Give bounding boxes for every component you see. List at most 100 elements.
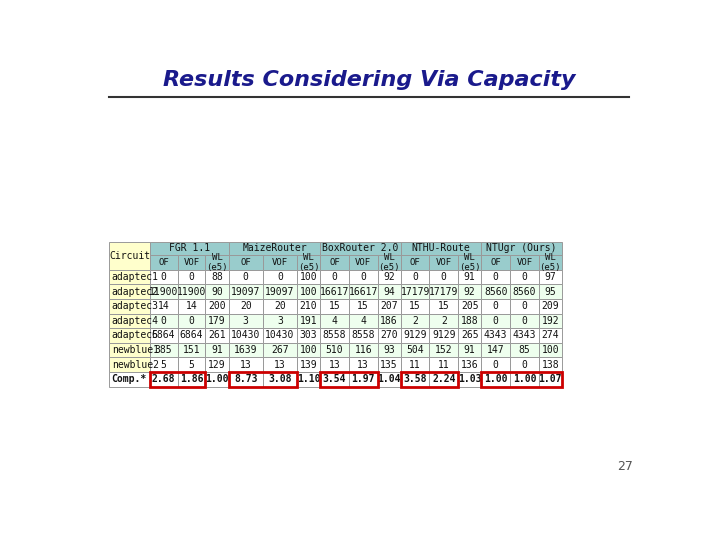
Bar	[482, 299, 510, 314]
Text: 9129: 9129	[403, 330, 427, 340]
Text: 13: 13	[240, 360, 252, 370]
Text: 10430: 10430	[265, 330, 294, 340]
Bar	[297, 255, 320, 269]
Bar	[150, 299, 178, 314]
Text: newblue1: newblue1	[112, 345, 158, 355]
Bar	[320, 328, 349, 343]
Bar	[482, 242, 562, 255]
Text: OF: OF	[158, 258, 169, 267]
Text: 504: 504	[406, 345, 424, 355]
Bar	[178, 372, 205, 387]
Bar	[539, 357, 562, 372]
Text: 8.73: 8.73	[234, 374, 258, 384]
Text: VOF: VOF	[516, 258, 533, 267]
Bar	[458, 343, 482, 357]
Bar	[109, 343, 150, 357]
Bar	[401, 299, 429, 314]
Bar	[320, 284, 349, 299]
Text: 6864: 6864	[152, 330, 176, 340]
Bar	[263, 284, 297, 299]
Bar	[377, 314, 401, 328]
Text: 5: 5	[161, 360, 166, 370]
Text: 8560: 8560	[513, 287, 536, 296]
Text: 5: 5	[189, 360, 194, 370]
Text: newblue2: newblue2	[112, 360, 158, 370]
Text: 17179: 17179	[429, 287, 459, 296]
Text: 90: 90	[211, 287, 223, 296]
Text: adaptec1: adaptec1	[112, 272, 158, 282]
Text: 4: 4	[332, 316, 338, 326]
Bar	[539, 328, 562, 343]
Text: 3.08: 3.08	[268, 374, 292, 384]
Bar	[150, 328, 178, 343]
Text: WL
(e5): WL (e5)	[459, 253, 480, 272]
Text: VOF: VOF	[272, 258, 288, 267]
Bar	[229, 255, 263, 269]
Text: 2: 2	[412, 316, 418, 326]
Text: OF: OF	[240, 258, 251, 267]
Text: 92: 92	[464, 287, 476, 296]
Bar	[205, 328, 229, 343]
Bar	[150, 269, 178, 284]
Bar	[510, 372, 539, 387]
Text: 0: 0	[412, 272, 418, 282]
Bar	[482, 255, 510, 269]
Bar	[429, 284, 458, 299]
Bar	[297, 284, 320, 299]
Text: OF: OF	[329, 258, 340, 267]
Bar	[429, 343, 458, 357]
Bar	[178, 343, 205, 357]
Bar	[377, 255, 401, 269]
Bar	[349, 372, 377, 387]
Text: 19097: 19097	[265, 287, 294, 296]
Bar	[377, 269, 401, 284]
Text: adaptec2: adaptec2	[112, 287, 158, 296]
Text: VOF: VOF	[436, 258, 452, 267]
Text: 0: 0	[360, 272, 366, 282]
Bar	[320, 269, 349, 284]
Bar	[401, 242, 482, 255]
Bar	[320, 242, 401, 255]
Text: 0: 0	[189, 272, 194, 282]
Text: BoxRouter 2.0: BoxRouter 2.0	[323, 244, 399, 253]
Bar	[401, 343, 429, 357]
Bar	[263, 343, 297, 357]
Text: adaptec4: adaptec4	[112, 316, 158, 326]
Text: 207: 207	[380, 301, 398, 311]
Text: 1.00: 1.00	[513, 374, 536, 384]
Text: 8558: 8558	[323, 330, 346, 340]
Text: 3: 3	[243, 316, 248, 326]
Text: adaptec3: adaptec3	[112, 301, 158, 311]
Text: VOF: VOF	[355, 258, 372, 267]
Bar	[539, 255, 562, 269]
Bar	[205, 255, 229, 269]
Text: 0: 0	[492, 272, 499, 282]
Bar	[458, 269, 482, 284]
Text: WL
(e5): WL (e5)	[207, 253, 228, 272]
Text: 0: 0	[521, 301, 527, 311]
Text: 0: 0	[189, 316, 194, 326]
Text: 27: 27	[616, 460, 632, 473]
Text: NTHU-Route: NTHU-Route	[412, 244, 470, 253]
Text: 3: 3	[277, 316, 283, 326]
Bar	[109, 357, 150, 372]
Bar	[229, 299, 263, 314]
Text: 95: 95	[544, 287, 557, 296]
Text: 1.07: 1.07	[539, 374, 562, 384]
Bar	[229, 242, 320, 255]
Text: 0: 0	[243, 272, 248, 282]
Text: 0: 0	[441, 272, 446, 282]
Bar	[205, 269, 229, 284]
Text: 100: 100	[300, 272, 318, 282]
Bar	[150, 314, 178, 328]
Bar	[401, 372, 458, 387]
Bar	[150, 255, 178, 269]
Bar	[482, 372, 510, 387]
Bar	[401, 269, 429, 284]
Bar	[229, 372, 297, 387]
Bar	[401, 328, 429, 343]
Text: MaizeRouter: MaizeRouter	[242, 244, 307, 253]
Text: 6864: 6864	[180, 330, 203, 340]
Bar	[205, 299, 229, 314]
Bar	[229, 372, 263, 387]
